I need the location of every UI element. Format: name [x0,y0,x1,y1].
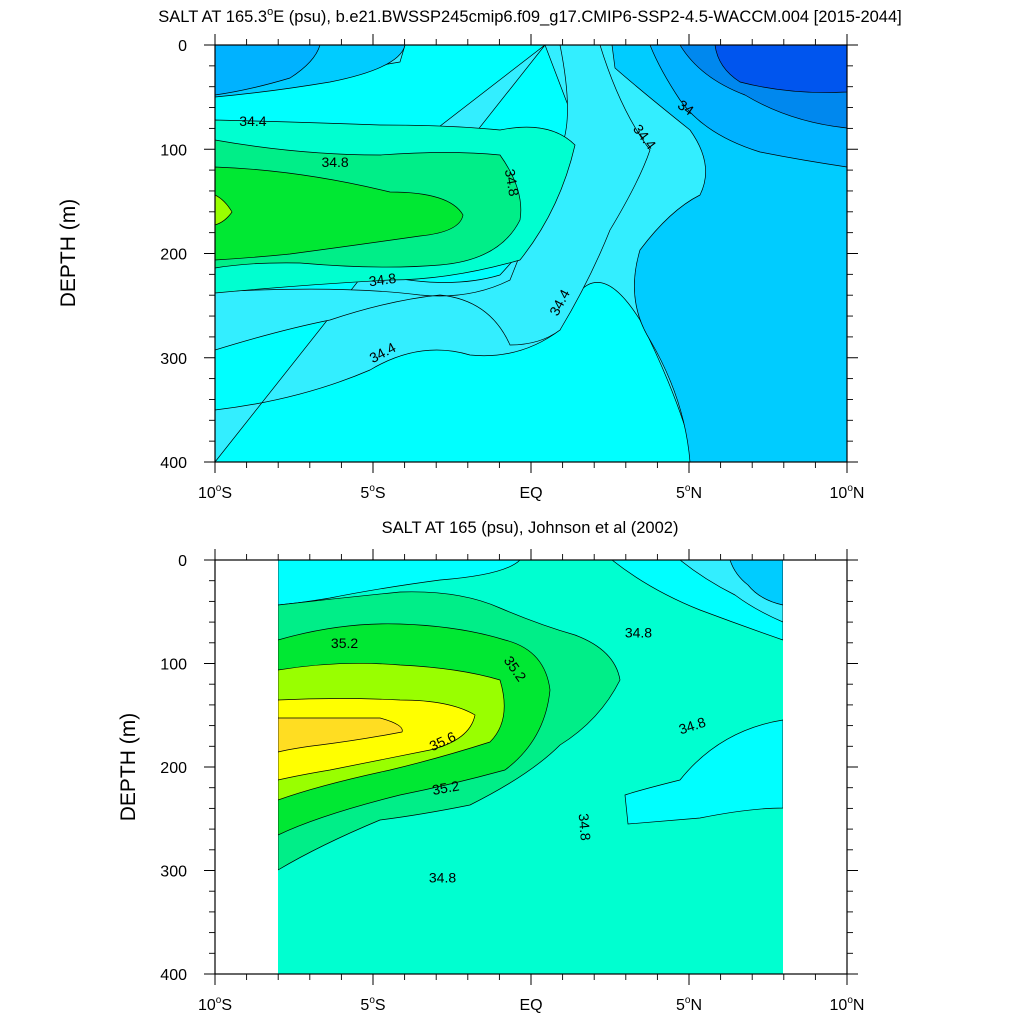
panel-2-y-tick-label: 300 [160,864,187,881]
panel-2-contour-field [278,560,783,974]
panel-1-y-tick-label: 0 [178,38,187,55]
panel-2: SALT AT 165 (psu), Johnson et al (2002) … [117,519,864,1014]
fill-level-35-4 [215,194,233,226]
panel-1-y-tick-label: 400 [160,455,187,472]
panel-2-y-axis-label: DEPTH (m) [117,713,140,822]
panel-1-y-tick-label: 200 [160,247,187,264]
panel-1-x-tick-label: 10oS [198,483,232,502]
contour-label: 34.4 [239,113,266,129]
fill-level-35-2 [215,166,464,261]
panel-1-contour-field [215,45,847,462]
fill-level-35-8 [278,717,403,753]
contour-label: 34.8 [321,154,348,170]
panel-1-x-tick-label: 10oN [830,483,865,502]
panel-1-axes: 10oS 5oS EQ 5oN 10oN 0 100 200 300 400 [160,34,864,502]
contour-label: 34.8 [576,813,594,842]
contour-label: 34.8 [502,168,523,198]
panel-2-x-tick-label: EQ [519,997,542,1014]
panel-2-y-tick-label: 200 [160,760,187,777]
panel-2-x-tick-label: 10oS [198,995,232,1014]
panel-1-y-tick-label: 100 [160,142,187,159]
fill-level-34-6-east-deep [624,719,783,825]
panel-1-x-tick-label: EQ [519,485,542,502]
contour-label: 34.8 [625,624,652,640]
panel-1-title: SALT AT 165.3oE (psu), b.e21.BWSSP245cmi… [158,6,902,26]
panel-2-axes: 10oS 5oS EQ 5oN 10oN 0 100 200 300 400 [160,549,864,1014]
panel-2-y-tick-label: 0 [178,553,187,570]
panel-2-title: SALT AT 165 (psu), Johnson et al (2002) [382,519,679,537]
fill-level-33-6 [714,45,847,93]
fill-level-34-0-west [215,45,321,96]
fill-level-34-2-east [729,560,783,606]
contour-label: 35.2 [431,777,461,798]
panel-1-x-tick-label: 5oS [360,483,385,502]
panel-1-x-tick-label: 5oN [676,483,702,502]
panel-2-x-tick-label: 5oS [360,995,385,1014]
panel-2-x-tick-label: 10oN [830,995,865,1014]
panel-1-y-axis-label: DEPTH (m) [57,199,80,308]
panel-1: SALT AT 165.3oE (psu), b.e21.BWSSP245cmi… [57,6,902,502]
panel-2-y-tick-label: 100 [160,657,187,674]
panel-2-y-tick-label: 400 [160,967,187,984]
panel-2-contour-labels: 35.235.234.835.635.234.834.834.8 [331,624,708,885]
contour-label: 34.8 [429,870,456,886]
contour-label: 34.8 [368,270,397,290]
contour-label: 35.2 [331,635,358,651]
fill-level-34-4-lower [215,45,651,351]
panel-2-x-tick-label: 5oN [676,995,702,1014]
panel-1-y-tick-label: 300 [160,351,187,368]
